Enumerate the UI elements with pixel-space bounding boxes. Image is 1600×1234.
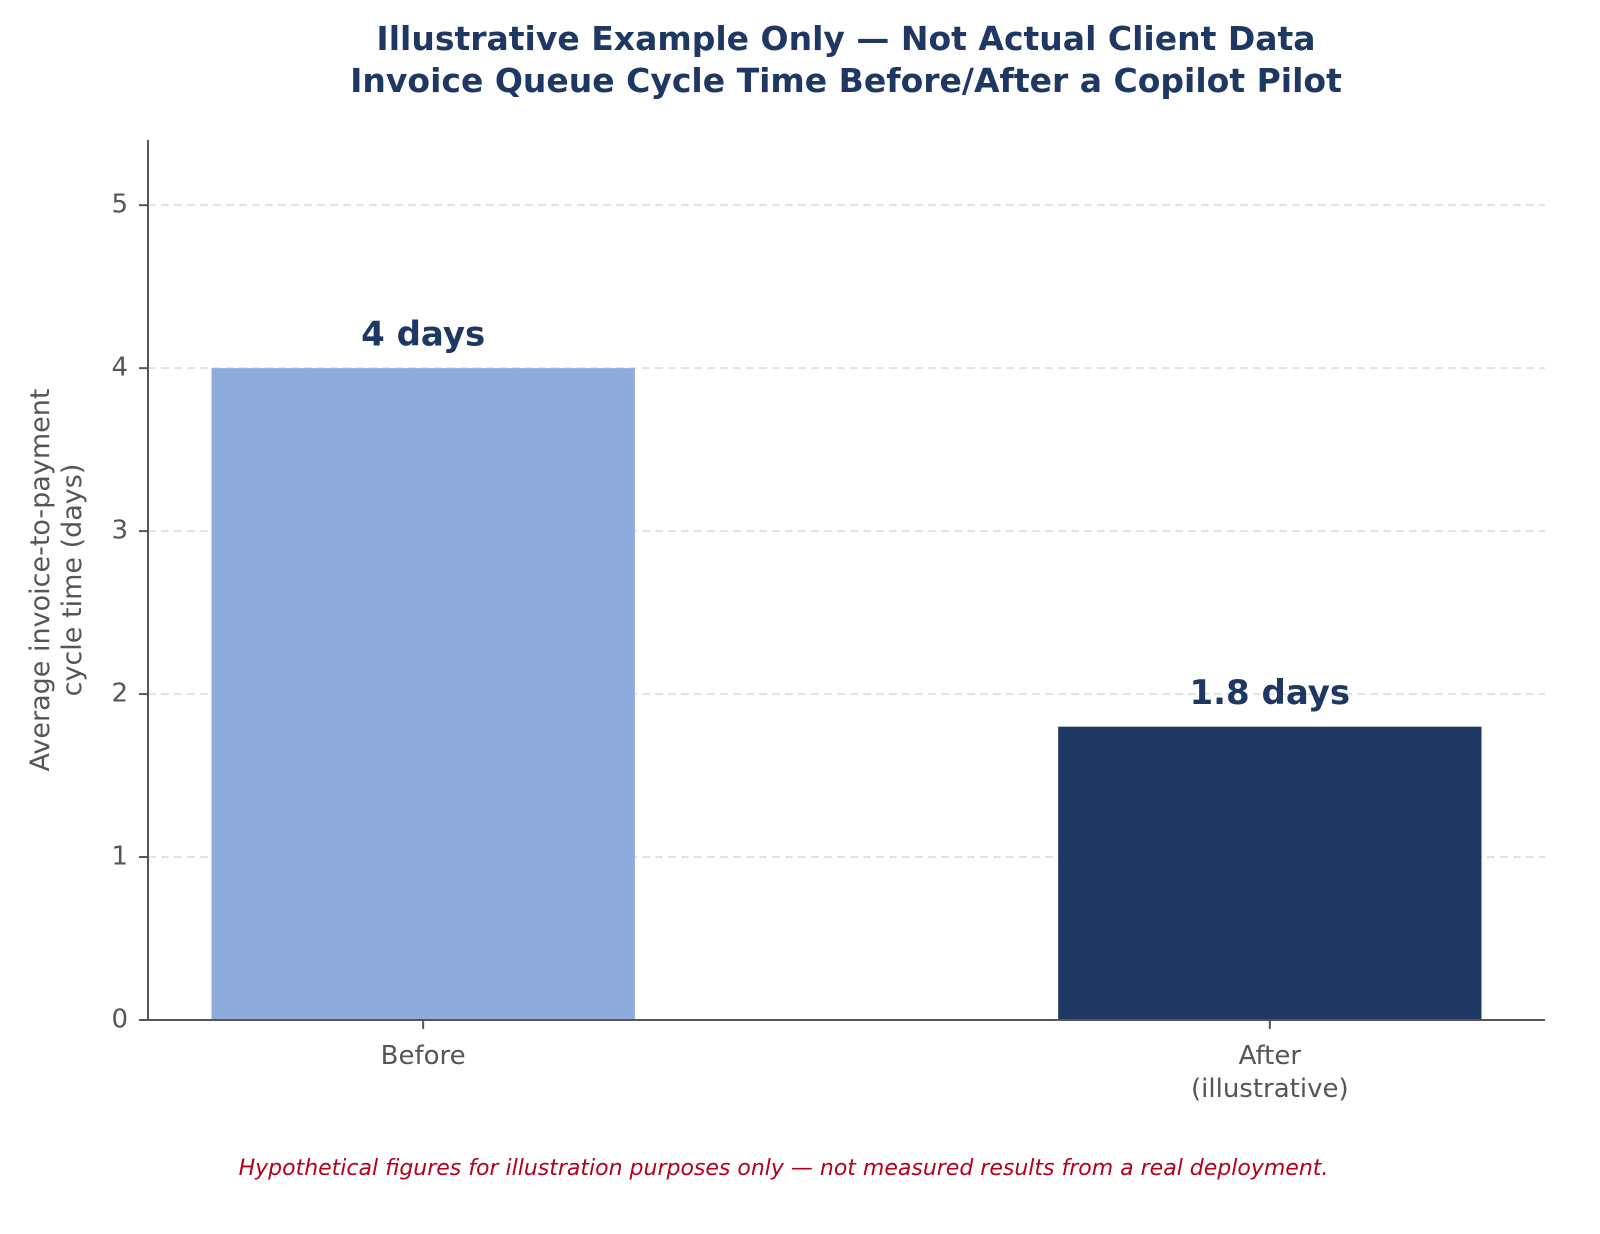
bar [1058, 726, 1482, 1020]
x-tick-label: After (illustrative) [1191, 1041, 1349, 1104]
y-tick-label: 2 [111, 679, 128, 709]
y-tick-label: 3 [111, 516, 128, 546]
footnote: Hypothetical figures for illustration pu… [238, 1156, 1329, 1181]
x-tick-label: Before [380, 1041, 466, 1071]
y-tick-label: 1 [111, 842, 128, 872]
value-label: 1.8 days [1189, 673, 1350, 713]
bar [211, 368, 635, 1020]
y-tick-label: 4 [111, 353, 128, 383]
y-tick-label: 0 [111, 1005, 128, 1035]
y-tick-label: 5 [111, 190, 128, 220]
chart-title: Illustrative Example Only — Not Actual C… [350, 19, 1342, 100]
value-label: 4 days [361, 315, 485, 355]
